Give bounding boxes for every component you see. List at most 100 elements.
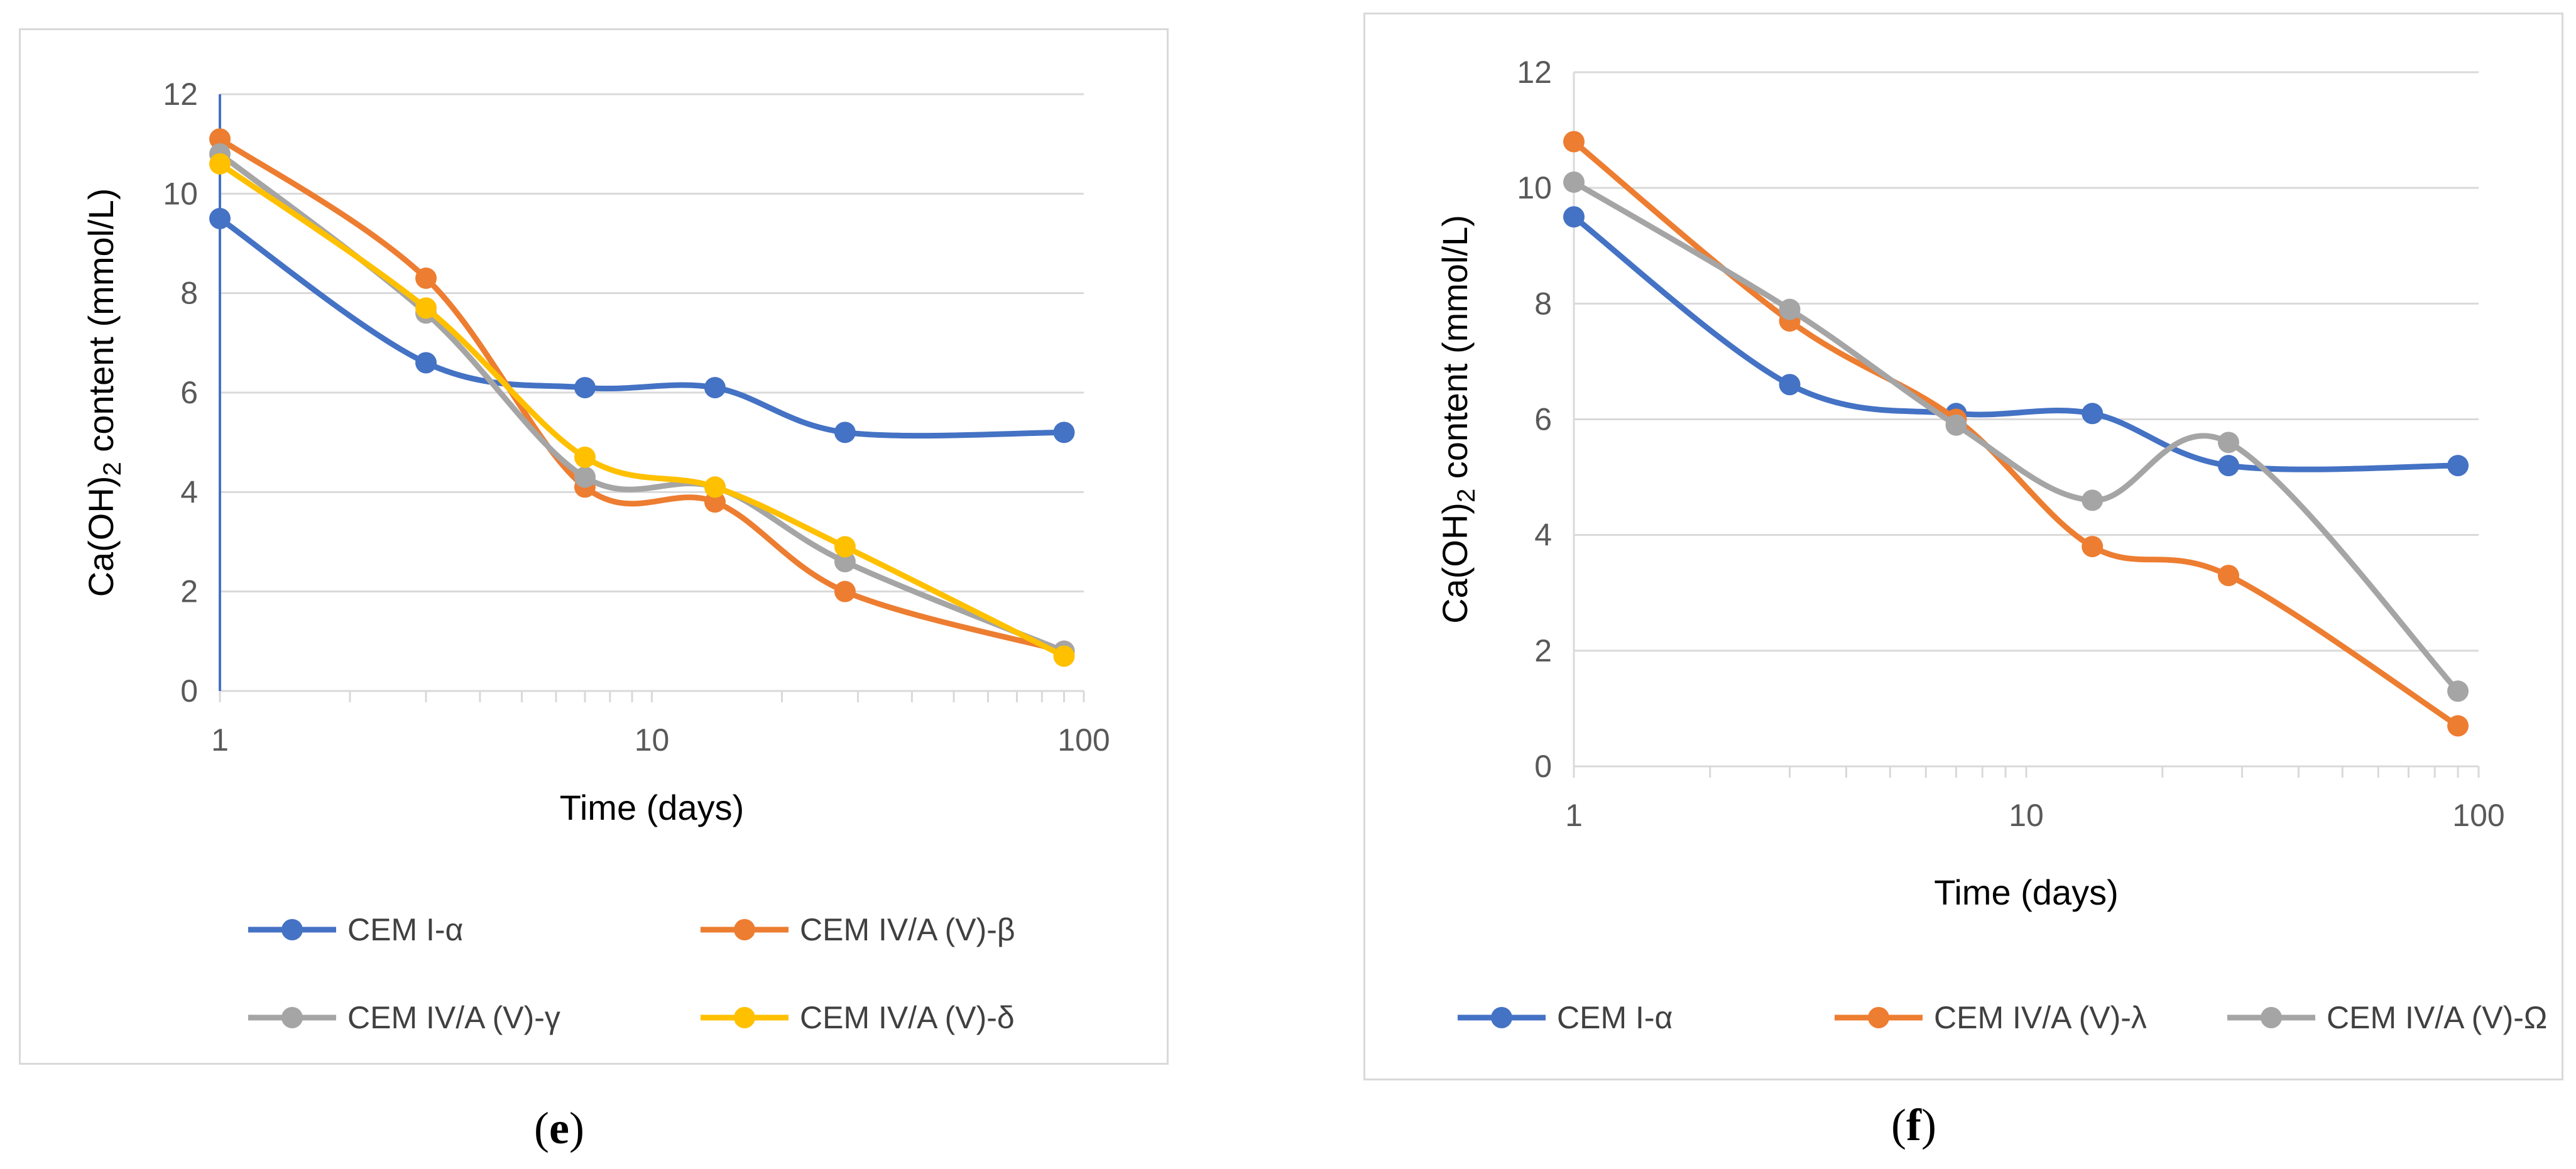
chart-frame-e xyxy=(19,28,1169,1065)
legend-swatch-marker xyxy=(1868,1007,1889,1028)
chart-e: 0 2 4 6 8 10 12 1 10 100 Time (days) Ca(OH)2 cont… xyxy=(81,77,1110,1035)
legend-swatch-marker xyxy=(734,1007,755,1028)
x-tick-label: 100 xyxy=(1057,722,1110,758)
chart-frame-f xyxy=(1363,13,2563,1080)
data-point xyxy=(2217,455,2239,477)
legend-label: CEM I-α xyxy=(347,912,463,947)
y-tick-label: 10 xyxy=(163,176,198,211)
data-point xyxy=(209,153,231,175)
chart-f-x-axis-title: Time (days) xyxy=(1934,873,2119,912)
chart-f-axes xyxy=(1573,72,2480,778)
panel-label-f: (f) xyxy=(1891,1100,1936,1150)
x-tick-label: 10 xyxy=(635,722,670,758)
data-point xyxy=(2447,715,2469,737)
data-point xyxy=(704,476,726,498)
data-point xyxy=(209,207,231,229)
data-point xyxy=(574,377,596,399)
data-point xyxy=(1779,374,1801,396)
y-tick-label: 10 xyxy=(1517,170,1552,205)
chart-e-y-axis-title: Ca(OH)2 content (mmol/L) xyxy=(81,188,126,597)
y-tick-label: 6 xyxy=(180,375,198,410)
data-point xyxy=(2082,403,2104,425)
data-point xyxy=(1563,131,1585,153)
legend-item: CEM IV/A (V)-Ω xyxy=(2227,1000,2547,1035)
y-tick-label: 12 xyxy=(1517,55,1552,90)
legend-label: CEM IV/A (V)-γ xyxy=(347,1000,560,1035)
data-point xyxy=(1563,206,1585,228)
data-point xyxy=(415,352,437,374)
y-tick-label: 12 xyxy=(163,77,198,112)
y-tick-label: 0 xyxy=(180,673,198,709)
legend-item: CEM IV/A (V)-λ xyxy=(1835,1000,2147,1035)
data-point xyxy=(2217,432,2239,454)
data-point xyxy=(1053,645,1075,667)
data-point xyxy=(2447,455,2469,477)
x-tick-label: 10 xyxy=(2009,798,2044,833)
chart-f-ticks: 0 2 4 6 8 10 12 1 10 100 xyxy=(1517,55,2504,833)
data-point xyxy=(834,551,856,573)
chart-f: 0 2 4 6 8 10 12 1 10 100 Time (days) Ca(OH)2 cont… xyxy=(1435,55,2547,1035)
legend-swatch-marker xyxy=(1491,1007,1512,1028)
chart-f-legend: CEM I-α CEM IV/A (V)-λ CEM IV/A (V)-Ω xyxy=(1458,1000,2547,1035)
x-tick-label: 1 xyxy=(211,722,229,758)
chart-e-axes xyxy=(219,94,1085,702)
legend-label: CEM IV/A (V)-δ xyxy=(800,1000,1015,1035)
chart-e-ticks: 0 2 4 6 8 10 12 1 10 100 xyxy=(163,77,1110,758)
chart-f-y-axis-title: Ca(OH)2 content (mmol/L) xyxy=(1435,215,1480,624)
legend-item: CEM IV/A (V)-γ xyxy=(248,1000,560,1035)
data-point xyxy=(2082,489,2104,511)
data-point xyxy=(704,377,726,399)
series-line xyxy=(1571,179,2461,694)
y-tick-label: 8 xyxy=(180,276,198,311)
data-point xyxy=(415,297,437,319)
data-point xyxy=(834,536,856,558)
series-line xyxy=(1571,139,2461,729)
chart-e-x-axis-title: Time (days) xyxy=(560,788,745,827)
y-tick-label: 2 xyxy=(180,574,198,609)
chart-f-series xyxy=(1563,131,2469,737)
data-point xyxy=(1563,171,1585,193)
data-point xyxy=(2447,680,2469,702)
legend-swatch-marker xyxy=(281,1007,303,1028)
legend-swatch-marker xyxy=(2261,1007,2282,1028)
data-point xyxy=(2217,565,2239,587)
chart-e-series xyxy=(209,128,1075,667)
legend-swatch-marker xyxy=(734,919,755,940)
legend-label: CEM IV/A (V)-λ xyxy=(1934,1000,2147,1035)
series-line xyxy=(217,215,1067,439)
data-point xyxy=(834,580,856,602)
y-tick-label: 8 xyxy=(1534,286,1552,321)
y-tick-label: 6 xyxy=(1534,402,1552,437)
legend-label: CEM IV/A (V)-β xyxy=(800,912,1015,947)
legend-label: CEM I-α xyxy=(1557,1000,1673,1035)
chart-e-legend: CEM I-α CEM IV/A (V)-β CEM IV/A (V)-γ CEM I… xyxy=(248,912,1015,1035)
chart-e-gridlines xyxy=(220,93,1084,593)
x-tick-label: 1 xyxy=(1565,798,1583,833)
data-point xyxy=(2082,536,2104,558)
data-point xyxy=(209,128,231,150)
series-line xyxy=(217,151,1067,655)
y-tick-label: 0 xyxy=(1534,749,1552,784)
legend-label: CEM IV/A (V)-Ω xyxy=(2327,1000,2547,1035)
data-point xyxy=(1945,414,1967,436)
data-point xyxy=(574,446,596,468)
y-tick-label: 4 xyxy=(180,474,198,509)
legend-item: CEM I-α xyxy=(248,912,463,947)
legend-swatch-marker xyxy=(281,919,303,940)
data-point xyxy=(574,466,596,488)
x-tick-label: 100 xyxy=(2452,798,2504,833)
panel-label-e: (e) xyxy=(534,1103,584,1153)
y-tick-label: 2 xyxy=(1534,633,1552,668)
legend-item: CEM IV/A (V)-β xyxy=(701,912,1015,947)
chart-f-gridlines xyxy=(1574,71,2479,652)
data-point xyxy=(704,491,726,513)
data-point xyxy=(415,267,437,289)
data-point xyxy=(1053,421,1075,443)
legend-item: CEM I-α xyxy=(1458,1000,1673,1035)
series-line xyxy=(217,161,1067,660)
series-line xyxy=(1571,214,2461,472)
series-line xyxy=(217,136,1067,655)
legend-item: CEM IV/A (V)-δ xyxy=(701,1000,1015,1035)
data-point xyxy=(1779,298,1801,320)
